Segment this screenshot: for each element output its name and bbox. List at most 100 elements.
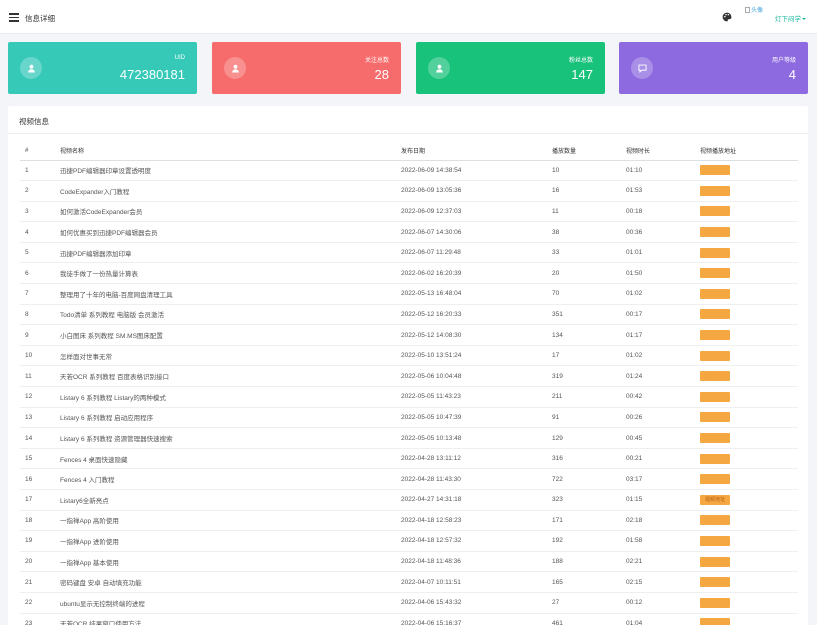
video-name: 怎样面对世事无常 [55, 345, 396, 367]
play-count: 165 [547, 571, 621, 593]
publish-date: 2022-04-28 13:11:12 [396, 448, 547, 470]
video-url-cell: 视频地址 [695, 551, 798, 573]
video-url-button[interactable]: 视频地址 [700, 391, 730, 402]
column-header-date: 发布日期 [396, 142, 547, 161]
play-count: 188 [547, 551, 621, 573]
video-name: ubuntu显示无控制终端的进程 [55, 592, 396, 614]
row-index: 17 [20, 489, 55, 511]
video-url-cell: 视频地址 [695, 262, 798, 285]
play-count: 461 [547, 613, 621, 625]
play-count: 70 [547, 283, 621, 305]
video-url-cell: 视频地址 [695, 283, 798, 305]
video-name: 天若OCR 结果窗口使用方法 [55, 613, 396, 625]
publish-date: 2022-04-18 11:48:36 [396, 551, 547, 573]
video-name: Listary 6 系列教程 资源管理器快速搜索 [55, 427, 396, 449]
video-url-cell: 视频地址 [695, 613, 798, 625]
video-url-cell: 视频地址 [695, 407, 798, 429]
table-header-row: # 视频名称 发布日期 播放数量 视频时长 视频播放地址 [20, 142, 798, 161]
video-duration: 03:17 [621, 468, 695, 490]
video-duration: 02:18 [621, 510, 695, 532]
publish-date: 2022-04-07 10:11:51 [396, 571, 547, 593]
row-index: 20 [20, 551, 55, 573]
page-title: 信息详细 [25, 14, 55, 23]
video-url-button[interactable]: 视频地址 [700, 165, 730, 176]
video-url-button[interactable]: 视频地址 [700, 227, 730, 238]
video-url-button[interactable]: 视频地址 [700, 206, 730, 217]
table-row: 7 整理用了十年的电脑-百度网盘清理工具 2022-05-13 16:48:04 70… [20, 283, 798, 305]
video-url-button[interactable]: 视频地址 [700, 247, 730, 258]
video-url-button[interactable]: 视频地址 [700, 618, 730, 625]
chat-icon [631, 57, 653, 79]
video-name: 整理用了十年的电脑-百度网盘清理工具 [55, 283, 396, 305]
publish-date: 2022-06-07 11:29:48 [396, 242, 547, 264]
play-count: 211 [547, 386, 621, 408]
video-url-button[interactable]: 视频地址 [700, 309, 730, 320]
publish-date: 2022-06-09 14:38:54 [396, 160, 547, 182]
play-count: 16 [547, 180, 621, 202]
play-count: 11 [547, 201, 621, 223]
publish-date: 2022-05-10 13:51:24 [396, 345, 547, 367]
table-row: 19 一指禅App 进阶使用 2022-04-18 12:57:32 192 01:58… [20, 530, 798, 552]
video-url-button[interactable]: 视频地址 [700, 453, 730, 464]
caret-down-icon [802, 18, 806, 21]
palette-icon[interactable] [722, 12, 732, 22]
video-duration: 00:17 [621, 304, 695, 326]
video-name: Todo清单 系列教程 电脑版 会员激活 [55, 304, 396, 326]
row-index: 4 [20, 221, 55, 243]
publish-date: 2022-06-02 16:20:39 [396, 262, 547, 285]
publish-date: 2022-05-05 10:13:48 [396, 427, 547, 449]
video-url-button[interactable]: 视频地址 [700, 535, 730, 546]
video-duration: 01:17 [621, 324, 695, 346]
table-row: 14 Listary 6 系列教程 资源管理器快速搜索 2022-05-05 10:… [20, 427, 798, 449]
table-row: 15 Fences 4 桌面快速隐藏 2022-04-28 13:11:12 316 0… [20, 448, 798, 470]
user-icon [224, 57, 246, 79]
video-table: # 视频名称 发布日期 播放数量 视频时长 视频播放地址 1 迅捷PDF编辑器印章… [20, 142, 798, 625]
publish-date: 2022-06-09 12:37:03 [396, 201, 547, 223]
stat-value: 472380181 [119, 67, 185, 82]
video-url-cell: 视频地址 [695, 468, 798, 490]
publish-date: 2022-05-06 10:04:48 [396, 365, 547, 388]
video-url-button[interactable]: 视频地址 [700, 494, 730, 505]
video-name: 迅捷PDF编辑器印章设置透明度 [55, 160, 396, 182]
video-url-button[interactable]: 视频地址 [700, 433, 730, 444]
row-index: 5 [20, 242, 55, 264]
video-url-button[interactable]: 视频地址 [700, 185, 730, 196]
panel-title: 视频信息 [19, 117, 49, 126]
video-url-button[interactable]: 视频地址 [700, 515, 730, 526]
video-name: Listary6全新亮点 [55, 489, 396, 511]
table-row: 20 一指禅App 基本使用 2022-04-18 11:48:36 188 02:21… [20, 551, 798, 573]
video-url-button[interactable]: 视频地址 [700, 268, 730, 279]
row-index: 1 [20, 160, 55, 182]
video-url-button[interactable]: 视频地址 [700, 288, 730, 299]
user-name: 灯下闷学 [775, 16, 801, 23]
divider [8, 133, 808, 134]
publish-date: 2022-04-18 12:58:23 [396, 510, 547, 532]
video-url-button[interactable]: 视频地址 [700, 577, 730, 588]
video-duration: 00:21 [621, 448, 695, 470]
avatar[interactable]: 头像 [745, 7, 767, 27]
video-name: CodeExpander入门教程 [55, 180, 396, 202]
video-duration: 01:24 [621, 365, 695, 388]
video-url-cell: 视频地址 [695, 510, 798, 532]
row-index: 11 [20, 365, 55, 388]
row-index: 10 [20, 345, 55, 367]
video-url-cell: 视频地址 [695, 324, 798, 346]
video-url-button[interactable]: 视频地址 [700, 330, 730, 341]
table-row: 2 CodeExpander入门教程 2022-06-09 13:05:36 16 01… [20, 180, 798, 202]
play-count: 129 [547, 427, 621, 449]
video-url-button[interactable]: 视频地址 [700, 556, 730, 567]
video-url-button[interactable]: 视频地址 [700, 371, 730, 382]
video-url-cell: 视频地址 [695, 448, 798, 470]
play-count: 316 [547, 448, 621, 470]
table-row: 18 一指禅App 高阶使用 2022-04-18 12:58:23 171 02:18… [20, 510, 798, 532]
menu-icon[interactable] [9, 13, 19, 22]
table-row: 16 Fences 4 入门教程 2022-04-28 11:43:30 722 03:… [20, 468, 798, 490]
stat-card-level: 用户等级 4 [619, 42, 808, 94]
video-duration: 00:36 [621, 221, 695, 243]
video-url-button[interactable]: 视频地址 [700, 597, 730, 608]
user-menu[interactable]: 灯下闷学 [775, 13, 806, 23]
video-url-button[interactable]: 视频地址 [700, 474, 730, 485]
video-url-button[interactable]: 视频地址 [700, 350, 730, 361]
video-url-cell: 视频地址 [695, 180, 798, 202]
video-url-button[interactable]: 视频地址 [700, 412, 730, 423]
